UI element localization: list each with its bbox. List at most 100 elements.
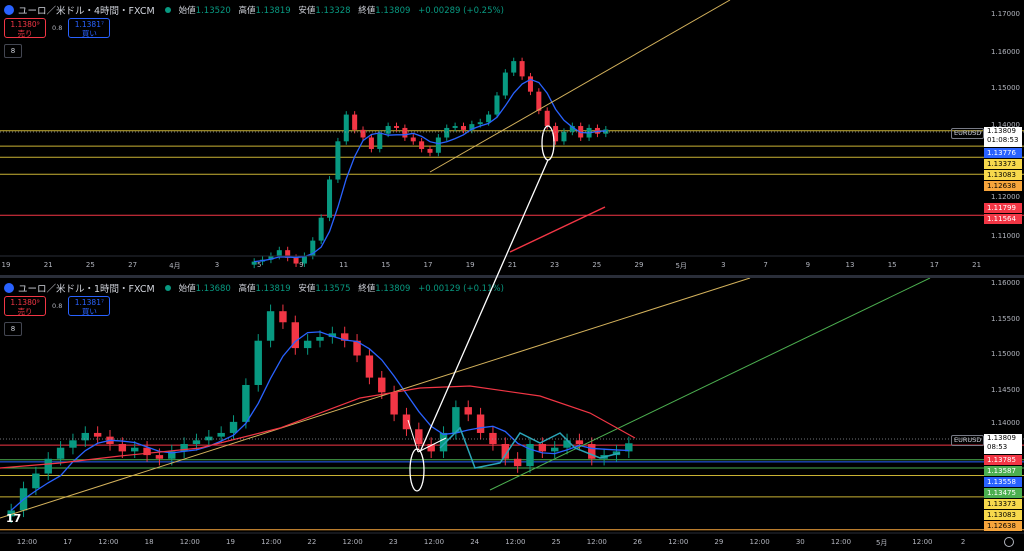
candle	[415, 429, 423, 445]
candle	[251, 261, 257, 265]
candle	[266, 311, 275, 341]
level-tag: 1.13558	[984, 477, 1022, 487]
x-tick: 5	[256, 261, 262, 269]
x-tick: 18	[144, 538, 154, 546]
x-tick: 7	[763, 261, 768, 269]
indicator-toggle[interactable]: 8	[4, 44, 22, 58]
x-tick: 24	[470, 538, 480, 546]
ohlc-readout: 始値1.13520 高値1.13819 安値1.13328 終値1.13809 …	[178, 6, 504, 16]
x-tick: 5月	[875, 539, 888, 547]
moving-average-line	[254, 78, 606, 263]
candle	[131, 447, 139, 452]
y-tick: 1.11000	[991, 232, 1020, 240]
level-tag: 1.12638	[984, 521, 1022, 531]
trendline	[429, 0, 731, 173]
x-tick: 30	[795, 538, 805, 546]
level-tag: 1.13776	[984, 148, 1022, 158]
y-tick: 1.15500	[991, 315, 1020, 323]
x-tick: 25	[592, 261, 602, 269]
chart-pane-4h[interactable]: ユーロ／米ドル・4時間・FXCM 始値1.13520 高値1.13819 安値1…	[0, 0, 1024, 275]
buy-button[interactable]: 1.1381⁷ 買い	[68, 296, 111, 316]
candle	[276, 250, 282, 256]
settings-icon[interactable]	[1004, 537, 1014, 547]
level-tag: 1.13475	[984, 488, 1022, 498]
sell-button[interactable]: 1.1380⁹ 売り	[4, 18, 46, 38]
candle	[365, 355, 374, 378]
candle	[527, 76, 533, 92]
candle	[81, 432, 89, 441]
x-tick: 12:00	[342, 538, 363, 546]
x-tick: 23	[550, 261, 560, 269]
chart-header: ユーロ／米ドル・4時間・FXCM 始値1.13520 高値1.13819 安値1…	[4, 3, 504, 17]
last-price-box: 1.13809 08:53	[984, 434, 1022, 454]
candle	[327, 179, 333, 218]
x-tick: 4月	[169, 262, 181, 270]
y-tick: 1.14000	[991, 419, 1020, 427]
x-tick: 13	[845, 261, 855, 269]
x-tick: 21	[972, 261, 982, 269]
x-tick: 5月	[675, 262, 687, 270]
candle	[168, 451, 176, 459]
candle	[316, 337, 324, 341]
price-chart-1h[interactable]	[0, 278, 1024, 551]
x-tick: 21	[43, 261, 53, 269]
y-tick: 1.15000	[991, 84, 1020, 92]
last-price-box: 1.13809 01:08:53	[984, 127, 1022, 147]
symbol-flag-icon	[4, 5, 14, 15]
candle	[301, 255, 307, 264]
candle	[93, 432, 102, 437]
level-tag: 1.11799	[984, 203, 1022, 213]
sell-button[interactable]: 1.1380⁹ 売り	[4, 296, 46, 316]
highlight-ellipse	[409, 448, 425, 492]
y-tick: 1.16000	[991, 279, 1020, 287]
x-tick: 12:00	[423, 538, 445, 546]
x-tick: 3	[721, 261, 726, 269]
x-tick: 17	[63, 538, 73, 546]
candle	[511, 61, 517, 73]
x-tick: 17	[929, 261, 939, 269]
candle	[368, 137, 374, 149]
y-tick: 1.14000	[991, 121, 1020, 129]
candle	[435, 137, 441, 153]
candle	[464, 407, 472, 415]
candle	[526, 444, 534, 467]
x-tick: 12:00	[912, 538, 933, 546]
x-tick: 19	[226, 538, 235, 546]
candle	[377, 133, 383, 149]
x-tick: 12:00	[505, 538, 526, 546]
x-tick: 25	[551, 538, 561, 546]
candle	[32, 473, 40, 489]
candle	[476, 414, 485, 433]
x-tick: 15	[887, 261, 897, 269]
candle	[588, 444, 596, 459]
candle	[402, 127, 408, 138]
symbol-flag-icon	[4, 283, 14, 293]
candle	[536, 91, 542, 111]
level-tag: 1.11564	[984, 214, 1022, 224]
tradingview-logo[interactable]: 17	[6, 512, 22, 525]
x-tick: 9	[805, 261, 811, 269]
candle	[513, 458, 522, 467]
chart-pane-1h[interactable]: ユーロ／米ドル・1時間・FXCM 始値1.13680 高値1.13819 安値1…	[0, 278, 1024, 551]
buy-button[interactable]: 1.1381⁷ 買い	[68, 18, 111, 38]
x-tick: 2	[960, 538, 966, 546]
trade-panel: 1.1380⁹ 売り 0.8 1.1381⁷ 買い	[4, 18, 111, 38]
candle	[254, 340, 262, 385]
candle	[477, 122, 483, 125]
candle	[390, 392, 398, 415]
x-tick: 3	[214, 261, 220, 269]
candle	[469, 124, 475, 130]
x-tick: 19	[1, 261, 11, 269]
symbol-title[interactable]: ユーロ／米ドル・4時間・FXCM	[18, 6, 155, 17]
candle	[360, 129, 366, 138]
x-tick: 19	[465, 261, 475, 269]
candle	[544, 110, 550, 127]
candle	[538, 444, 547, 452]
candle	[318, 217, 324, 241]
trendline	[489, 278, 931, 491]
candle	[155, 455, 164, 459]
symbol-title[interactable]: ユーロ／米ドル・1時間・FXCM	[18, 284, 155, 295]
x-tick: 25	[85, 261, 95, 269]
price-chart-4h[interactable]	[0, 0, 1024, 275]
indicator-toggle[interactable]: 8	[4, 322, 22, 336]
